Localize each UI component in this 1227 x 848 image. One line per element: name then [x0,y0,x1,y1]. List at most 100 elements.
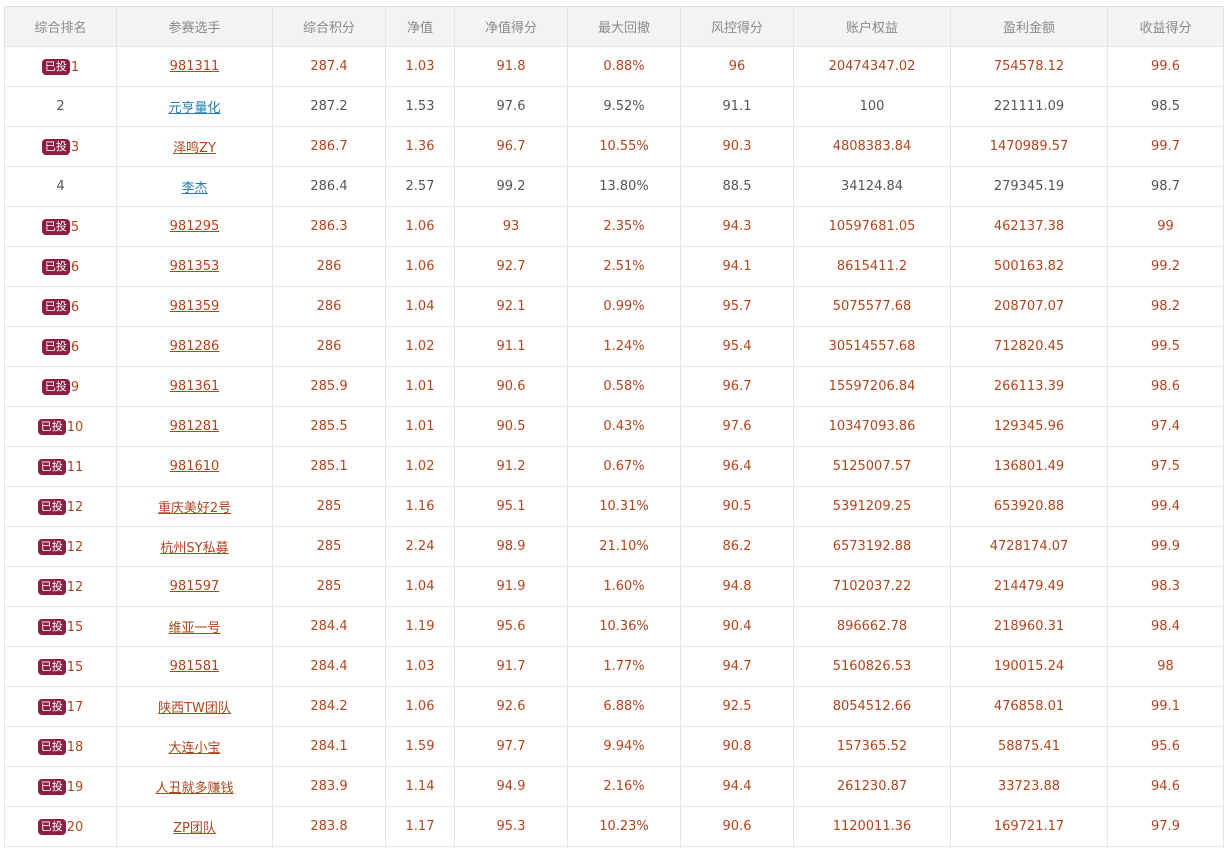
col-header-risk-score[interactable]: 风控得分 [680,6,794,47]
cell-score: 285 [272,486,386,527]
cell-equity: 5391209.25 [793,486,951,527]
player-link[interactable]: 981353 [169,259,220,274]
player-link[interactable]: 人丑就多赚钱 [155,781,234,796]
player-link[interactable]: 维亚一号 [168,621,221,636]
cell-risk-score: 92.5 [680,686,794,727]
rank-cell: 已投 15 [4,606,117,647]
cell-nav-score: 92.6 [454,686,568,727]
table-row: 已投 15 981581 284.4 1.03 91.7 1.77% 94.7 5160826.… [4,646,1224,687]
rank-value: 6 [70,299,80,315]
cell-profit: 208707.07 [950,286,1108,327]
cell-nav-score: 91.8 [454,46,568,87]
cell-nav-score: 95.1 [454,486,568,527]
col-header-equity[interactable]: 账户权益 [793,6,951,47]
cell-equity: 7102037.22 [793,566,951,607]
invested-badge: 已投 [41,58,70,75]
player-link[interactable]: 元亨量化 [168,101,221,116]
table-row: 已投 12 981597 285 1.04 91.9 1.60% 94.8 7102037.22… [4,566,1224,607]
cell-return-score: 99.6 [1107,46,1224,87]
col-header-profit[interactable]: 盈利金额 [950,6,1108,47]
rank-value: 4 [56,179,65,194]
cell-nav: 1.01 [385,366,455,407]
player-link[interactable]: 杭州SY私募 [160,541,229,556]
cell-nav-score: 91.9 [454,566,568,607]
col-header-name[interactable]: 参赛选手 [116,6,273,47]
cell-return-score: 99.4 [1107,486,1224,527]
cell-drawdown: 0.99% [567,286,681,327]
ranking-table: 综合排名 参赛选手 综合积分 净值 净值得分 最大回撤 风控得分 账户权益 盈利… [4,6,1224,848]
cell-profit: 462137.38 [950,206,1108,247]
player-link[interactable]: 981286 [169,339,220,354]
cell-return-score: 99.2 [1107,246,1224,287]
cell-return-score: 99.9 [1107,526,1224,567]
player-link[interactable]: 981361 [169,379,220,394]
invested-badge: 已投 [37,658,66,675]
cell-score: 285.9 [272,366,386,407]
rank-cell: 4 [4,166,117,207]
player-link[interactable]: 981295 [169,219,220,234]
cell-drawdown: 9.52% [567,86,681,127]
invested-badge: 已投 [37,538,66,555]
player-link[interactable]: 981597 [169,579,220,594]
player-cell: 981353 [116,246,273,287]
player-cell: 陕西TW团队 [116,686,273,727]
player-link[interactable]: 陕西TW团队 [158,701,231,716]
cell-profit: 1470989.57 [950,126,1108,167]
col-header-score[interactable]: 综合积分 [272,6,386,47]
rank-cell: 已投 12 [4,566,117,607]
rank-cell: 已投 12 [4,526,117,567]
col-header-nav[interactable]: 净值 [385,6,455,47]
cell-drawdown: 0.88% [567,46,681,87]
cell-risk-score: 91.1 [680,86,794,127]
table-row: 已投 1 981311 287.4 1.03 91.8 0.88% 96 20474347.02… [4,46,1224,87]
player-link[interactable]: 981311 [169,59,220,74]
cell-drawdown: 1.77% [567,646,681,687]
cell-equity: 15597206.84 [793,366,951,407]
table-row: 已投 15 维亚一号 284.4 1.19 95.6 10.36% 90.4 896662.78… [4,606,1224,647]
invested-badge: 已投 [41,298,70,315]
player-link[interactable]: ZP团队 [173,821,216,836]
rank-value: 20 [66,819,84,835]
cell-nav: 1.03 [385,646,455,687]
cell-nav-score: 91.2 [454,446,568,487]
rank-cell: 已投 3 [4,126,117,167]
cell-drawdown: 1.24% [567,326,681,367]
invested-badge: 已投 [41,218,70,235]
cell-nav: 1.03 [385,46,455,87]
cell-drawdown: 0.67% [567,446,681,487]
cell-score: 283.9 [272,766,386,807]
player-link[interactable]: 981581 [169,659,220,674]
cell-return-score: 99 [1107,206,1224,247]
col-header-rank[interactable]: 综合排名 [4,6,117,47]
player-link[interactable]: 大连小宝 [168,741,221,756]
cell-profit: 136801.49 [950,446,1108,487]
cell-nav-score: 94.9 [454,766,568,807]
table-row: 已投 6 981359 286 1.04 92.1 0.99% 95.7 5075577.68 2… [4,286,1224,327]
player-cell: 李杰 [116,166,273,207]
cell-equity: 100 [793,86,951,127]
col-header-return-score[interactable]: 收益得分 [1107,6,1224,47]
cell-nav: 1.04 [385,566,455,607]
player-link[interactable]: 泽鸣ZY [173,141,216,156]
player-link[interactable]: 重庆美好2号 [157,501,232,516]
cell-score: 284.2 [272,686,386,727]
cell-drawdown: 13.80% [567,166,681,207]
cell-drawdown: 0.58% [567,366,681,407]
player-cell: 981610 [116,446,273,487]
cell-nav-score: 97.6 [454,86,568,127]
col-header-nav-score[interactable]: 净值得分 [454,6,568,47]
player-link[interactable]: 981281 [169,419,220,434]
cell-profit: 169721.17 [950,806,1108,847]
cell-nav-score: 90.5 [454,406,568,447]
player-link[interactable]: 李杰 [181,181,208,196]
table-header: 综合排名 参赛选手 综合积分 净值 净值得分 最大回撤 风控得分 账户权益 盈利… [4,6,1224,47]
col-header-drawdown[interactable]: 最大回撤 [567,6,681,47]
player-cell: 981281 [116,406,273,447]
player-link[interactable]: 981359 [169,299,220,314]
cell-score: 283.8 [272,806,386,847]
cell-profit: 214479.49 [950,566,1108,607]
cell-nav: 1.06 [385,686,455,727]
player-link[interactable]: 981610 [169,459,220,474]
table-row: 已投 5 981295 286.3 1.06 93 2.35% 94.3 10597681.05… [4,206,1224,247]
